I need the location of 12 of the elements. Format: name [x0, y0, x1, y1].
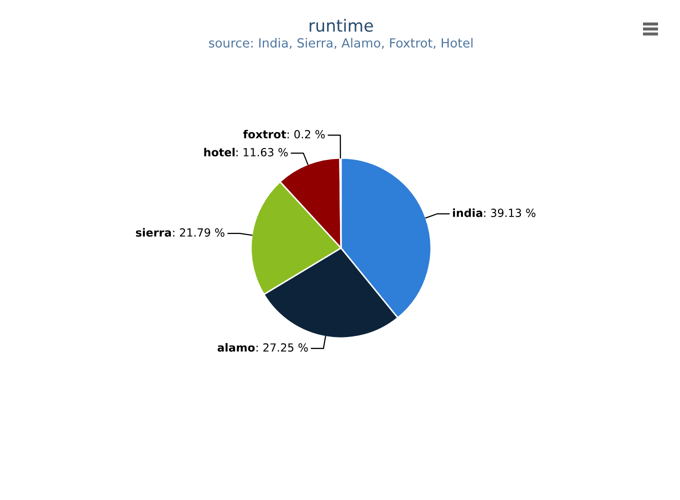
chart-title: runtime	[310, 18, 373, 32]
slice-label: alamo	[218, 343, 255, 352]
slice-label: hotel	[204, 148, 235, 156]
data-label: : 11.63 %	[236, 148, 288, 156]
data-label: : 39.13 %	[484, 208, 536, 218]
chart-subtitle: source: India, Sierra, Alamo, Foxtrot, Hotel	[209, 38, 472, 49]
slice-label: foxtrot	[243, 130, 286, 138]
data-label: : 0.2 %	[288, 130, 325, 138]
data-label: : 21.79 %	[173, 228, 224, 237]
data-label: : 27.25 %	[256, 343, 308, 352]
slice-label: sierra	[136, 228, 171, 237]
slice-label: india	[453, 208, 482, 218]
